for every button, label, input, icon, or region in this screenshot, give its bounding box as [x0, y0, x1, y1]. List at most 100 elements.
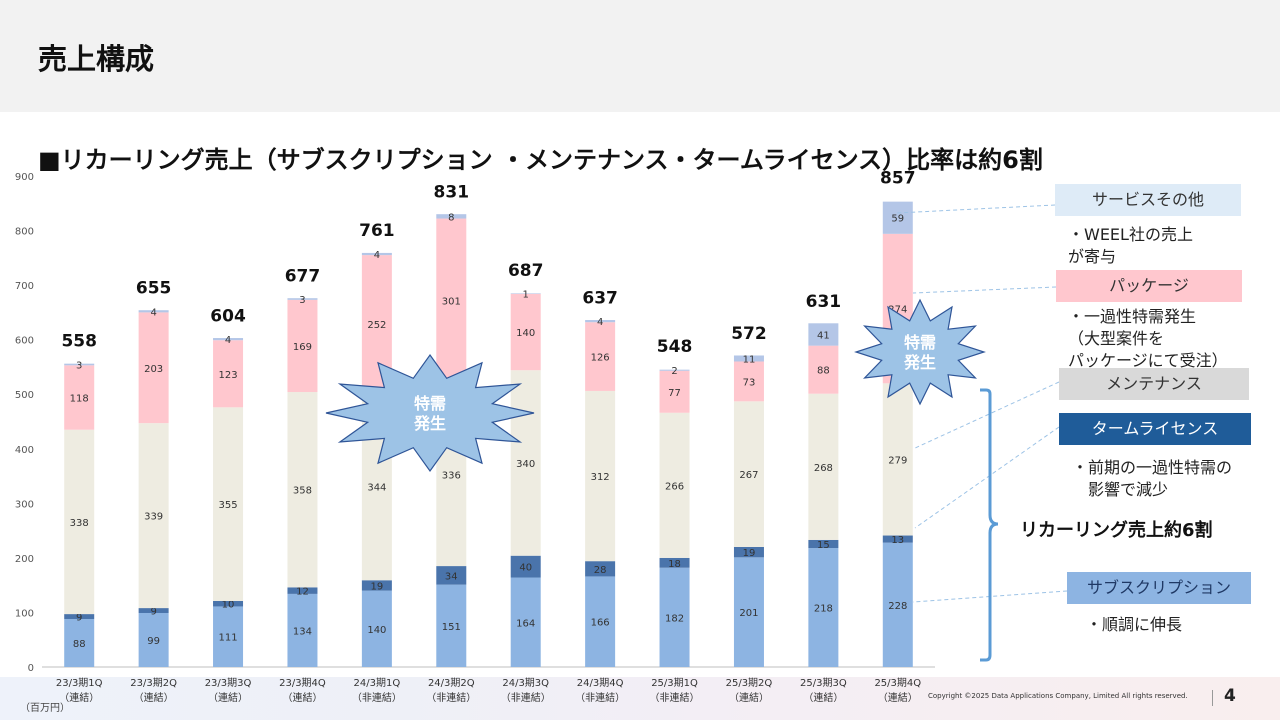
- total-label: 548: [657, 337, 693, 357]
- data-label-maintenance: 268: [814, 463, 833, 474]
- bar-segment-service_other: [287, 298, 318, 300]
- data-label-subscription: 201: [739, 608, 758, 619]
- callout-connector: [912, 381, 1060, 450]
- data-label-service_other: 1: [523, 290, 529, 301]
- data-label-term_license: 19: [743, 548, 756, 559]
- bar-segment-package: [808, 345, 839, 394]
- x-tick-label: 25/3期1Q: [651, 677, 698, 689]
- data-label-package: 274: [888, 305, 907, 316]
- data-label-service_other: 3: [76, 360, 82, 371]
- total-label: 572: [731, 324, 767, 344]
- annotation-line: ・一過性特需発生: [1068, 307, 1197, 326]
- bar-segment-subscription: [213, 606, 244, 667]
- footer-band: [0, 677, 1280, 720]
- data-label-package: 73: [743, 377, 756, 388]
- total-label: 857: [880, 168, 916, 188]
- bar-segment-maintenance: [138, 423, 169, 609]
- annotation-package: ・一過性特需発生 （大型案件を パッケージにて受注）: [1068, 306, 1228, 372]
- bar-segment-maintenance: [287, 392, 318, 588]
- legend-maintenance-label: メンテナンス: [1106, 374, 1202, 393]
- data-label-maintenance: 355: [218, 500, 237, 511]
- legend-subscription-label: サブスクリプション: [1086, 578, 1231, 597]
- data-label-service_other: 4: [597, 317, 603, 328]
- total-label: 831: [434, 183, 470, 203]
- data-label-package: 88: [817, 366, 830, 377]
- x-tick-label-sub: （非連結）: [352, 691, 402, 704]
- x-tick-label: 23/3期4Q: [279, 677, 326, 689]
- bar-segment-term_license: [436, 566, 467, 585]
- burst-callout-2-label-line2: 発生: [903, 353, 936, 372]
- total-label: 604: [210, 306, 246, 326]
- bar-segment-maintenance: [510, 370, 541, 556]
- data-label-term_license: 40: [519, 563, 532, 574]
- y-tick-label: 300: [15, 499, 34, 510]
- legend-package: パッケージ: [1056, 270, 1242, 302]
- total-label: 761: [359, 221, 395, 241]
- x-tick-label: 25/3期3Q: [800, 677, 847, 689]
- x-tick-label-sub: （連結）: [803, 691, 843, 704]
- recurring-ratio-label: リカーリング売上約6割: [1020, 520, 1213, 541]
- page-number: 4: [1224, 686, 1236, 706]
- callout-connector: [912, 286, 1057, 294]
- y-tick-label: 0: [28, 663, 34, 674]
- y-tick-label: 800: [15, 227, 34, 238]
- data-label-term_license: 28: [594, 565, 607, 576]
- bar-segment-maintenance: [733, 401, 764, 547]
- x-tick-label: 25/3期4Q: [874, 677, 921, 689]
- annotation-service-other: ・WEEL社の売上 が寄与: [1068, 224, 1193, 268]
- data-label-subscription: 99: [147, 636, 160, 647]
- data-label-subscription: 228: [888, 601, 907, 612]
- data-label-package: 169: [293, 342, 312, 353]
- bar-segment-subscription: [361, 590, 392, 667]
- data-label-package: 126: [591, 353, 610, 364]
- total-label: 637: [582, 288, 618, 308]
- data-label-term_license: 10: [222, 600, 235, 611]
- annotation-line: ・順調に伸長: [1086, 615, 1183, 634]
- legend-term-license-label: タームライセンス: [1091, 419, 1219, 438]
- bar-segment-package: [213, 340, 244, 408]
- data-label-term_license: 18: [668, 559, 681, 570]
- x-tick-label: 24/3期3Q: [502, 677, 549, 689]
- legend-package-label: パッケージ: [1109, 276, 1189, 295]
- annotation-term-license: ・前期の一過性特需の 影響で減少: [1072, 457, 1232, 501]
- data-label-maintenance: 340: [516, 459, 535, 470]
- y-tick-label: 700: [15, 281, 34, 292]
- bar-segment-term_license: [64, 614, 95, 619]
- data-label-term_license: 19: [371, 581, 384, 592]
- bar-segment-service_other: [138, 310, 169, 313]
- page-title: 売上構成: [38, 42, 155, 76]
- data-label-package: 118: [70, 393, 89, 404]
- annotation-line: 影響で減少: [1088, 480, 1169, 499]
- chart-subtitle: ■リカーリング売上（サブスクリプション ・メンテナンス・タームライセンス）比率は…: [38, 146, 1043, 174]
- bar-segment-service_other: [733, 355, 764, 362]
- bar-segment-maintenance: [64, 429, 95, 615]
- bar-segment-service_other: [585, 320, 616, 323]
- bar-segment-maintenance: [213, 407, 244, 601]
- bar-segment-package: [733, 361, 764, 402]
- bar-segment-service_other: [808, 323, 839, 346]
- data-label-service_other: 4: [225, 335, 231, 346]
- bar-segment-service_other: [436, 214, 467, 219]
- data-label-subscription: 111: [218, 633, 237, 644]
- bar-segment-subscription: [287, 593, 318, 667]
- legend-maintenance: メンテナンス: [1059, 368, 1249, 400]
- legend-service-other: サービスその他: [1055, 184, 1241, 216]
- bar-segment-subscription: [64, 618, 95, 667]
- burst-callout-1-label-line1: 特需: [414, 394, 446, 413]
- data-label-term_license: 9: [76, 613, 82, 624]
- data-label-service_other: 4: [374, 250, 380, 261]
- data-label-maintenance: 279: [888, 455, 907, 466]
- data-label-term_license: 12: [296, 587, 309, 598]
- data-label-package: 252: [367, 320, 386, 331]
- x-tick-label: 24/3期2Q: [428, 677, 475, 689]
- burst-callout-2-label-line1: 特需: [904, 333, 936, 352]
- bar-segment-package: [585, 322, 616, 391]
- legend-term-license: タームライセンス: [1059, 413, 1251, 445]
- x-tick-label: 23/3期2Q: [130, 677, 177, 689]
- data-label-package: 203: [144, 364, 163, 375]
- bar-segment-term_license: [733, 546, 764, 558]
- burst-callout-1-label-line2: 発生: [413, 414, 446, 433]
- x-tick-label-sub: （非連結）: [426, 691, 476, 704]
- x-tick-label: 23/3期3Q: [205, 677, 252, 689]
- total-label: 677: [285, 267, 321, 287]
